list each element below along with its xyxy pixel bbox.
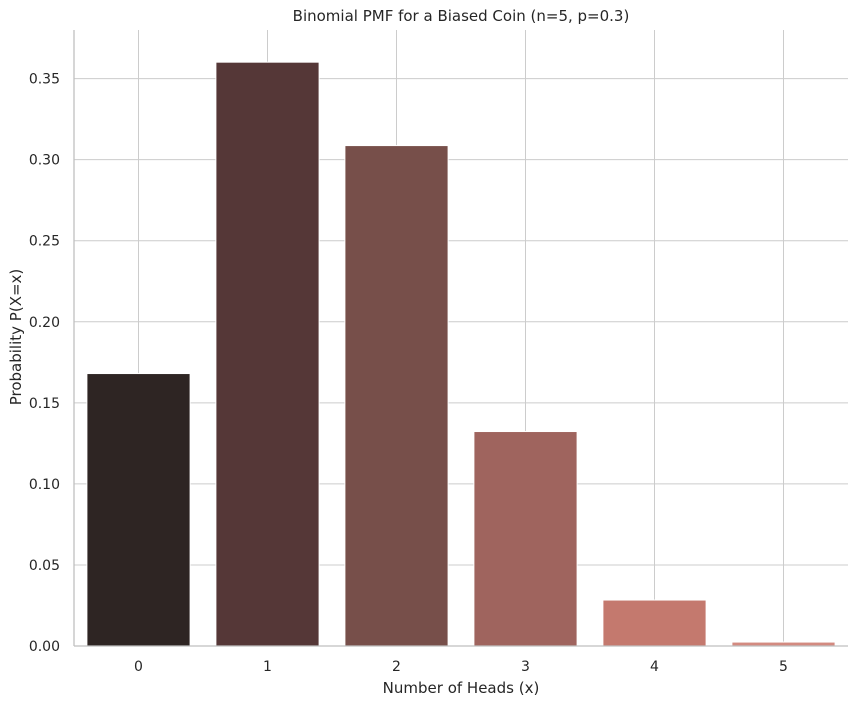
y-axis-label: Probability P(X=x) xyxy=(7,269,25,406)
y-tick-label: 0.05 xyxy=(29,558,60,574)
x-tick-label: 3 xyxy=(521,659,530,675)
x-tick-label: 5 xyxy=(779,659,788,675)
y-tick-label: 0.30 xyxy=(29,153,60,169)
bar-0 xyxy=(86,373,191,647)
bar-3 xyxy=(473,431,578,647)
tick-labels: 0.00 0.05 0.10 0.15 0.20 0.25 0.30 0.35 0 1 2 3 4 5 xyxy=(29,72,788,675)
grid xyxy=(74,30,848,647)
x-tick-label: 4 xyxy=(650,659,659,675)
chart-title: Binomial PMF for a Biased Coin (n=5, p=0… xyxy=(293,7,630,25)
y-tick-label: 0.00 xyxy=(29,639,60,655)
y-tick-label: 0.35 xyxy=(29,72,60,88)
y-tick-label: 0.20 xyxy=(29,315,60,331)
y-tick-label: 0.10 xyxy=(29,477,60,493)
axes xyxy=(73,30,848,647)
bar-1 xyxy=(215,61,320,647)
x-axis-label: Number of Heads (x) xyxy=(383,679,540,697)
bars xyxy=(86,61,836,647)
y-tick-label: 0.15 xyxy=(29,396,60,412)
y-tick-label: 0.25 xyxy=(29,234,60,250)
x-tick-label: 2 xyxy=(392,659,401,675)
bar-4 xyxy=(602,599,707,647)
bar-2 xyxy=(344,145,449,647)
x-tick-label: 0 xyxy=(134,659,143,675)
x-tick-label: 1 xyxy=(263,659,272,675)
